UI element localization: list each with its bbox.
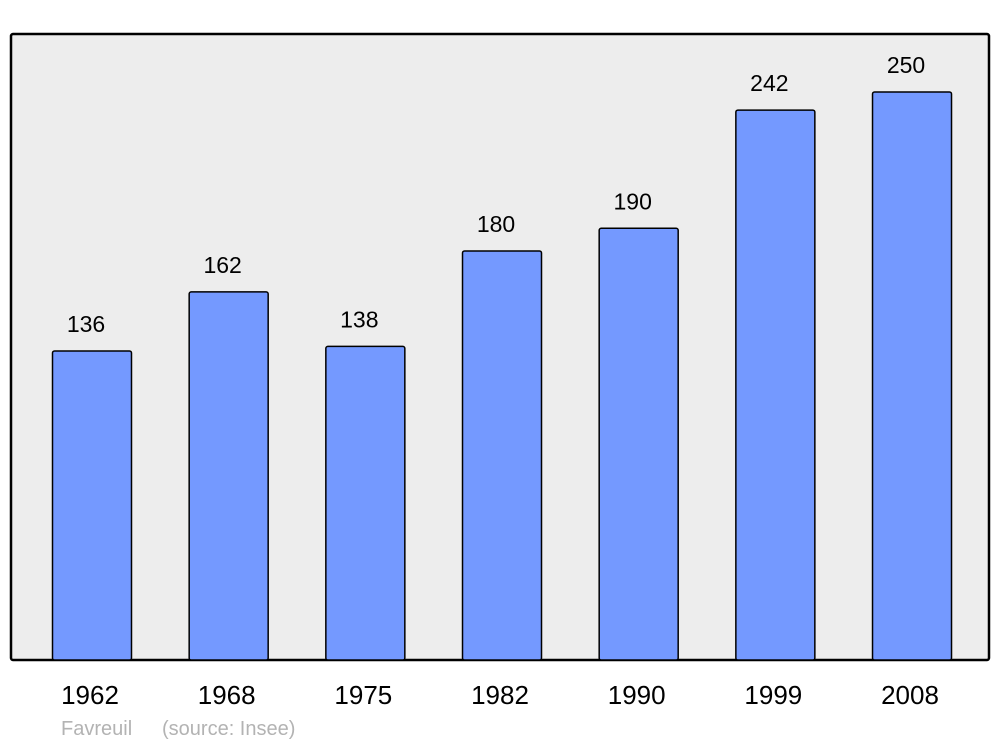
caption-source: (source: Insee) (162, 718, 296, 740)
x-tick-label: 1962 (61, 680, 119, 710)
bar-1968 (188, 291, 269, 661)
bar-2008 (871, 91, 953, 661)
data-label-1982: 180 (477, 211, 515, 237)
x-tick-label: 1975 (334, 680, 392, 710)
data-label-1999: 242 (750, 70, 788, 96)
data-label-1990: 190 (613, 188, 651, 214)
data-label-1968: 162 (203, 252, 241, 278)
x-tick-label: 1999 (744, 680, 802, 710)
data-label-2008: 250 (887, 52, 925, 78)
bar-1975 (325, 345, 406, 661)
caption-place: Favreuil (61, 718, 133, 740)
x-tick-label: 1990 (608, 680, 666, 710)
bar-1999 (735, 109, 816, 661)
bar-1982 (461, 250, 543, 661)
data-label-1975: 138 (340, 306, 378, 332)
x-tick-label: 1982 (471, 680, 529, 710)
x-tick-label: 2008 (881, 680, 939, 710)
bar-1962 (51, 350, 133, 661)
data-label-1962: 136 (67, 311, 105, 337)
x-tick-label: 1968 (198, 680, 256, 710)
bar-1990 (598, 227, 679, 661)
